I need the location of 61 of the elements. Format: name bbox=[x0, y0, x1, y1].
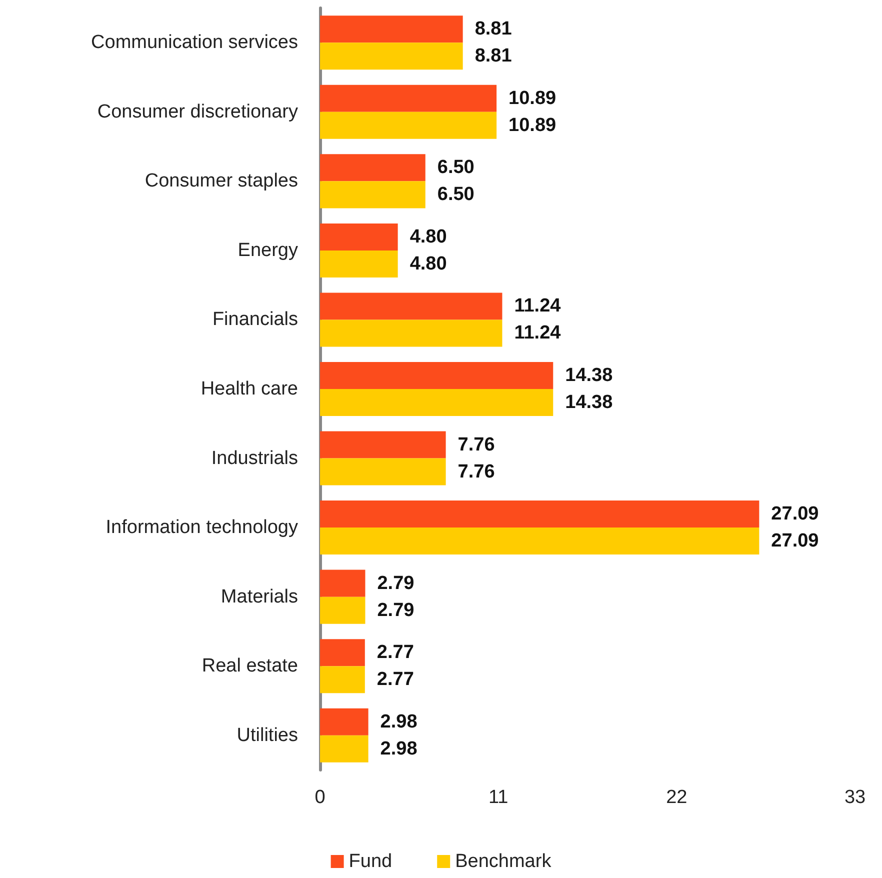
y-tick-label: Real estate bbox=[202, 656, 298, 677]
y-tick-label: Industrials bbox=[211, 448, 298, 469]
bar bbox=[320, 112, 497, 139]
bar bbox=[320, 223, 398, 250]
data-label: 4.80 bbox=[410, 226, 447, 248]
y-tick-label: Financials bbox=[212, 309, 298, 330]
x-tick-label: 11 bbox=[488, 787, 508, 808]
bar bbox=[320, 596, 366, 624]
bar bbox=[320, 528, 760, 555]
data-label: 11.24 bbox=[514, 296, 562, 317]
data-label: 11.24 bbox=[514, 322, 562, 344]
bar bbox=[320, 389, 554, 416]
y-tick-label: Communication services bbox=[91, 32, 298, 54]
data-label: 2.77 bbox=[376, 642, 414, 664]
bar bbox=[320, 735, 368, 762]
data-label: 14.38 bbox=[565, 364, 613, 386]
bar bbox=[320, 639, 365, 666]
y-tick-label: Information technology bbox=[106, 517, 298, 538]
data-label: 8.81 bbox=[474, 18, 512, 40]
data-label: 2.98 bbox=[380, 738, 418, 760]
data-label: 6.50 bbox=[437, 184, 474, 206]
data-label: 27.09 bbox=[771, 504, 819, 525]
data-label: 27.09 bbox=[771, 530, 819, 552]
bar bbox=[320, 570, 366, 597]
bar bbox=[320, 458, 446, 486]
x-tick-label: 33 bbox=[844, 787, 866, 808]
bar bbox=[320, 362, 554, 389]
data-label: 2.98 bbox=[380, 711, 418, 732]
y-tick-label: Consumer discretionary bbox=[97, 101, 298, 122]
data-label: 2.77 bbox=[376, 669, 414, 690]
y-tick-label: Energy bbox=[238, 240, 298, 261]
bar bbox=[320, 154, 426, 182]
bar bbox=[320, 320, 502, 347]
x-tick-label: 0 bbox=[314, 787, 326, 808]
legend-label: Fund bbox=[348, 851, 392, 872]
bar bbox=[320, 42, 463, 70]
bar bbox=[320, 708, 368, 736]
data-label: 4.80 bbox=[410, 253, 447, 274]
bar bbox=[320, 250, 398, 278]
x-tick-label: 22 bbox=[666, 787, 688, 808]
bar bbox=[320, 666, 365, 694]
data-label: 7.76 bbox=[458, 461, 495, 482]
data-label: 8.81 bbox=[474, 46, 512, 67]
bar bbox=[320, 292, 502, 320]
bar bbox=[320, 181, 426, 208]
data-label: 7.76 bbox=[458, 434, 495, 456]
y-tick-label: Utilities bbox=[236, 724, 298, 746]
y-tick-label: Consumer staples bbox=[144, 170, 298, 192]
data-label: 14.38 bbox=[565, 392, 613, 414]
bar bbox=[320, 84, 497, 112]
data-label: 2.79 bbox=[377, 600, 414, 621]
bar bbox=[320, 500, 760, 528]
data-label: 2.79 bbox=[377, 572, 414, 594]
bar bbox=[320, 16, 463, 43]
data-label: 10.89 bbox=[508, 88, 556, 109]
data-label: 6.50 bbox=[437, 157, 474, 178]
bar bbox=[320, 431, 446, 458]
data-label: 10.89 bbox=[508, 114, 556, 136]
y-tick-label: Health care bbox=[200, 378, 298, 400]
legend-label: Benchmark bbox=[455, 851, 552, 872]
y-tick-label: Materials bbox=[220, 586, 298, 608]
